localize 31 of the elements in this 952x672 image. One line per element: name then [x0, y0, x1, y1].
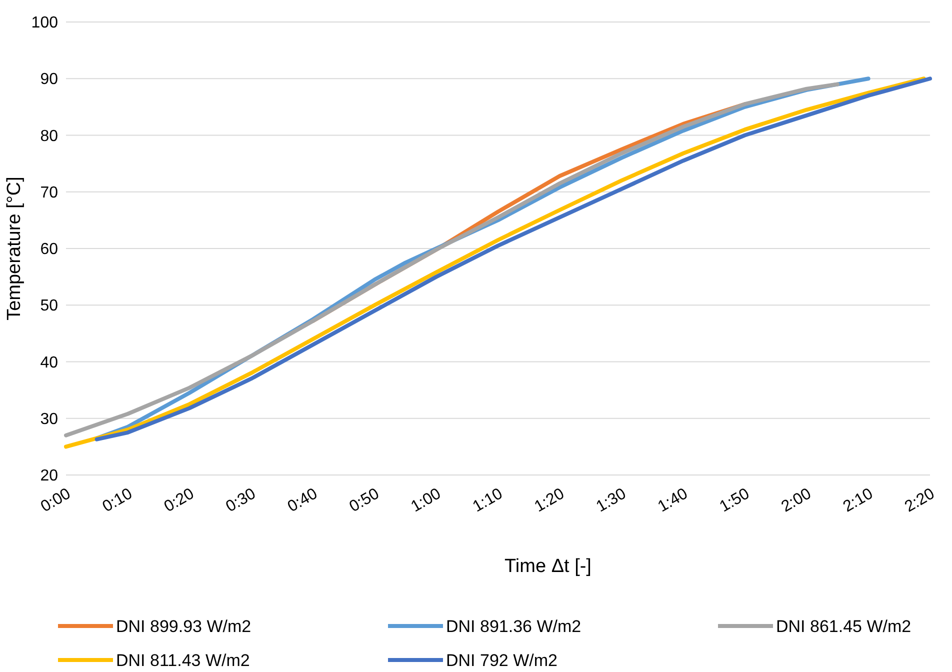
x-tick-label: 0:20	[162, 485, 198, 516]
x-tick-label: 0:00	[38, 485, 74, 516]
x-tick-label: 1:20	[532, 485, 568, 516]
x-tick-label: 0:30	[223, 485, 259, 516]
y-tick-label: 90	[40, 71, 58, 88]
legend-label: DNI 891.36 W/m2	[446, 616, 582, 636]
x-tick-label: 1:50	[716, 485, 753, 516]
x-tick-label: 0:50	[346, 485, 382, 516]
y-tick-label: 40	[40, 354, 58, 372]
y-tick-label: 70	[40, 184, 58, 202]
legend-label: DNI 861.45 W/m2	[776, 616, 912, 636]
y-tick-label: 100	[31, 14, 58, 32]
x-tick-label: 1:00	[408, 485, 444, 516]
y-tick-label: 30	[40, 410, 58, 428]
x-axis-title: Time Δt [-]	[504, 556, 592, 577]
x-tick-label: 2:20	[902, 485, 938, 516]
legend-label: DNI 792 W/m2	[446, 650, 558, 670]
x-tick-label: 2:00	[778, 485, 814, 516]
y-tick-label: 50	[40, 298, 58, 315]
x-tick-label: 1:30	[594, 485, 630, 516]
x-tick-label: 0:40	[285, 485, 321, 516]
x-tick-label: 1:10	[470, 485, 506, 516]
y-tick-label: 20	[40, 468, 58, 485]
legend-label: DNI 899.93 W/m2	[116, 616, 252, 636]
x-tick-label: 2:10	[840, 485, 876, 516]
y-tick-label: 80	[40, 128, 58, 145]
legend-label: DNI 811.43 W/m2	[116, 650, 250, 670]
x-tick-label: 1:40	[655, 485, 691, 516]
y-tick-label: 60	[40, 241, 58, 258]
x-tick-label: 0:10	[100, 485, 136, 516]
y-axis-title: Temperature [°C]	[4, 176, 25, 320]
